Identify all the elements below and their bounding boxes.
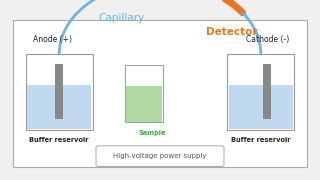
Text: Anode (+): Anode (+)	[33, 35, 72, 44]
FancyBboxPatch shape	[263, 64, 271, 119]
FancyBboxPatch shape	[13, 20, 307, 167]
Text: Buffer reservoir: Buffer reservoir	[231, 137, 291, 143]
Text: Detector: Detector	[206, 27, 258, 37]
FancyBboxPatch shape	[26, 54, 93, 130]
FancyBboxPatch shape	[126, 86, 162, 122]
Text: Sample: Sample	[138, 130, 166, 136]
Text: Capillary: Capillary	[99, 13, 145, 23]
Text: Buffer reservoir: Buffer reservoir	[29, 137, 89, 143]
FancyBboxPatch shape	[27, 85, 91, 129]
FancyBboxPatch shape	[96, 146, 224, 166]
FancyBboxPatch shape	[227, 54, 294, 130]
Text: Cathode (-): Cathode (-)	[245, 35, 289, 44]
FancyBboxPatch shape	[55, 64, 63, 119]
FancyBboxPatch shape	[229, 85, 293, 129]
Text: High-voltage power supply: High-voltage power supply	[113, 153, 207, 159]
FancyBboxPatch shape	[125, 65, 163, 122]
